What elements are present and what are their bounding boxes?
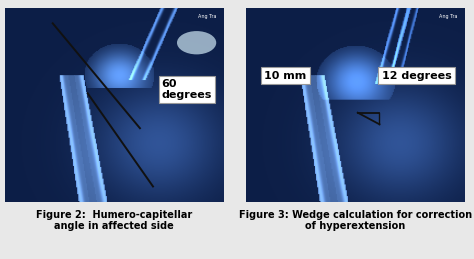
Text: Figure 2:  Humero-capitellar
angle in affected side: Figure 2: Humero-capitellar angle in aff… — [36, 210, 192, 231]
Text: 60
degrees: 60 degrees — [162, 78, 212, 100]
Text: Ang Tra: Ang Tra — [439, 14, 458, 19]
Text: Ang Tra: Ang Tra — [198, 14, 216, 19]
Text: 12 degrees: 12 degrees — [382, 71, 451, 81]
Text: 10 mm: 10 mm — [264, 71, 306, 81]
Text: Figure 3: Wedge calculation for correction
of hyperextension: Figure 3: Wedge calculation for correcti… — [239, 210, 472, 231]
Ellipse shape — [177, 31, 216, 54]
